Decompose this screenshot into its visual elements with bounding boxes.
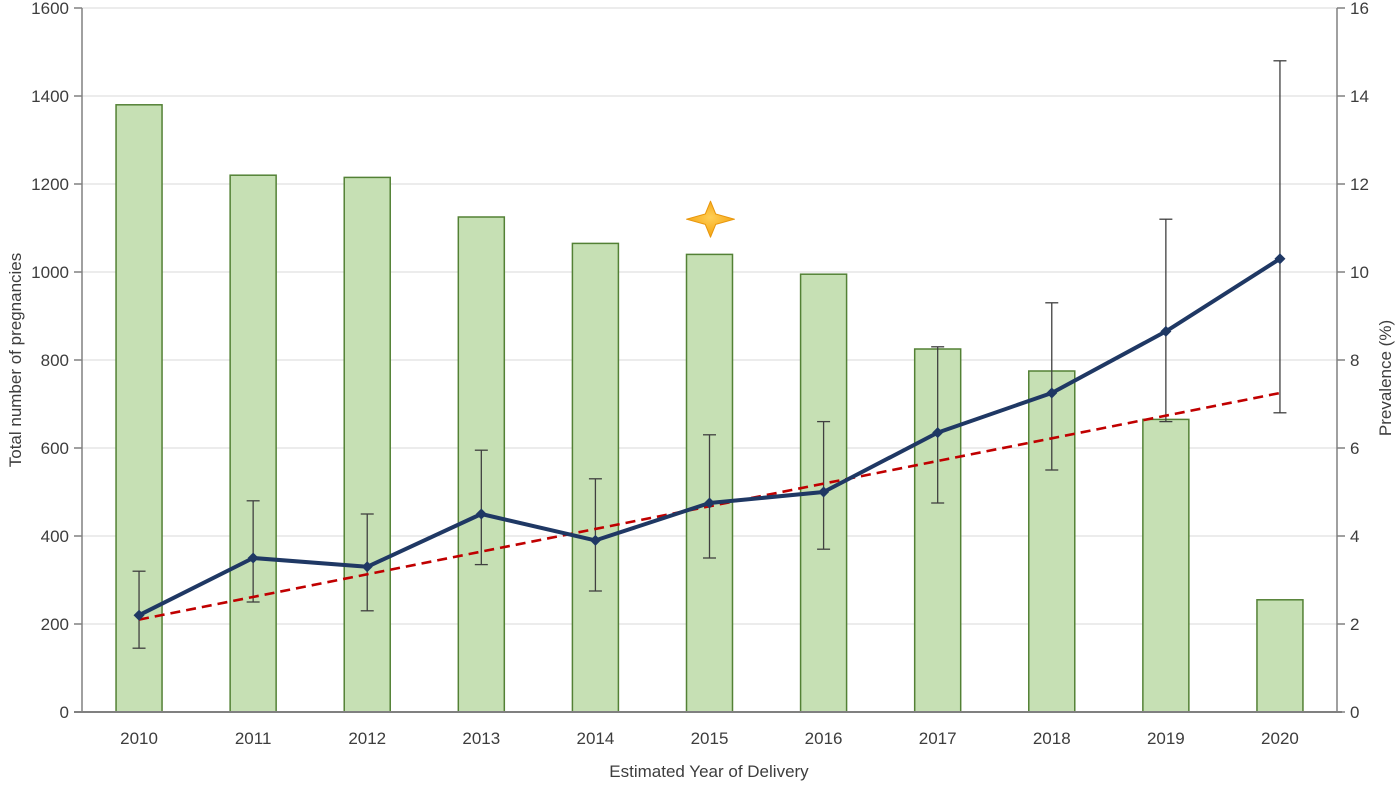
x-tick-label: 2012 [348,729,386,748]
bar-2011 [229,174,277,713]
diamond-marker-2010 [133,609,145,621]
diamond-marker-2019 [1160,325,1172,337]
diamond-marker-2012 [361,561,373,573]
right-tick-label: 2 [1350,615,1359,634]
bars [115,104,1304,713]
left-tick-label: 400 [41,527,69,546]
x-tick-label: 2017 [919,729,957,748]
diamond-marker-2014 [589,534,601,546]
diamond-marker-2015 [704,497,715,509]
error-bars [132,60,1287,649]
x-tick-label: 2011 [235,729,272,748]
right-tick-label: 14 [1350,87,1369,106]
right-axis-title: Prevalence (%) [1376,319,1395,437]
left-tick-label: 800 [41,351,69,370]
axis-tick-labels: 0 200 400 600 800 1000 1200 1400 1600 0 2 4 6 8 10 12 14… [31,0,1369,748]
left-tick-label: 1400 [31,87,69,106]
left-tick-label: 200 [41,615,69,634]
left-tick-label: 1600 [31,0,69,18]
x-tick-label: 2018 [1033,729,1071,748]
left-tick-label: 0 [60,703,69,722]
right-tick-label: 12 [1350,175,1369,194]
diamond-marker-2020 [1274,253,1286,265]
line-markers [133,253,1286,621]
bar-2012 [343,176,391,713]
diamond-marker-2013 [475,508,487,520]
right-tick-label: 0 [1350,703,1359,722]
diamond-marker-2017 [932,427,944,439]
right-tick-label: 4 [1350,527,1359,546]
x-tick-label: 2019 [1147,729,1185,748]
left-axis-title: Total number of pregnancies [6,252,25,468]
x-axis-title: Estimated Year of Delivery [609,762,809,781]
bar-2020 [1256,599,1304,713]
left-tick-label: 1000 [31,263,69,282]
axes [74,7,1345,713]
right-tick-label: 10 [1350,263,1369,282]
star-annotation [686,200,735,238]
right-tick-label: 8 [1350,351,1359,370]
bar-2014 [571,242,620,713]
x-tick-label: 2010 [120,729,158,748]
x-tick-label: 2020 [1261,729,1299,748]
left-tick-label: 600 [41,439,69,458]
x-tick-label: 2016 [805,729,843,748]
x-tick-label: 2015 [691,729,729,748]
diamond-marker-2011 [247,552,259,564]
right-tick-label: 6 [1350,439,1359,458]
left-tick-label: 1200 [31,175,69,194]
right-tick-label: 16 [1350,0,1369,18]
x-tick-label: 2014 [576,729,614,748]
star-icon [686,200,735,238]
x-tick-label: 2013 [462,729,500,748]
diamond-marker-2018 [1046,387,1058,399]
bar-2019 [1142,418,1190,713]
diamond-marker-2016 [818,486,830,498]
